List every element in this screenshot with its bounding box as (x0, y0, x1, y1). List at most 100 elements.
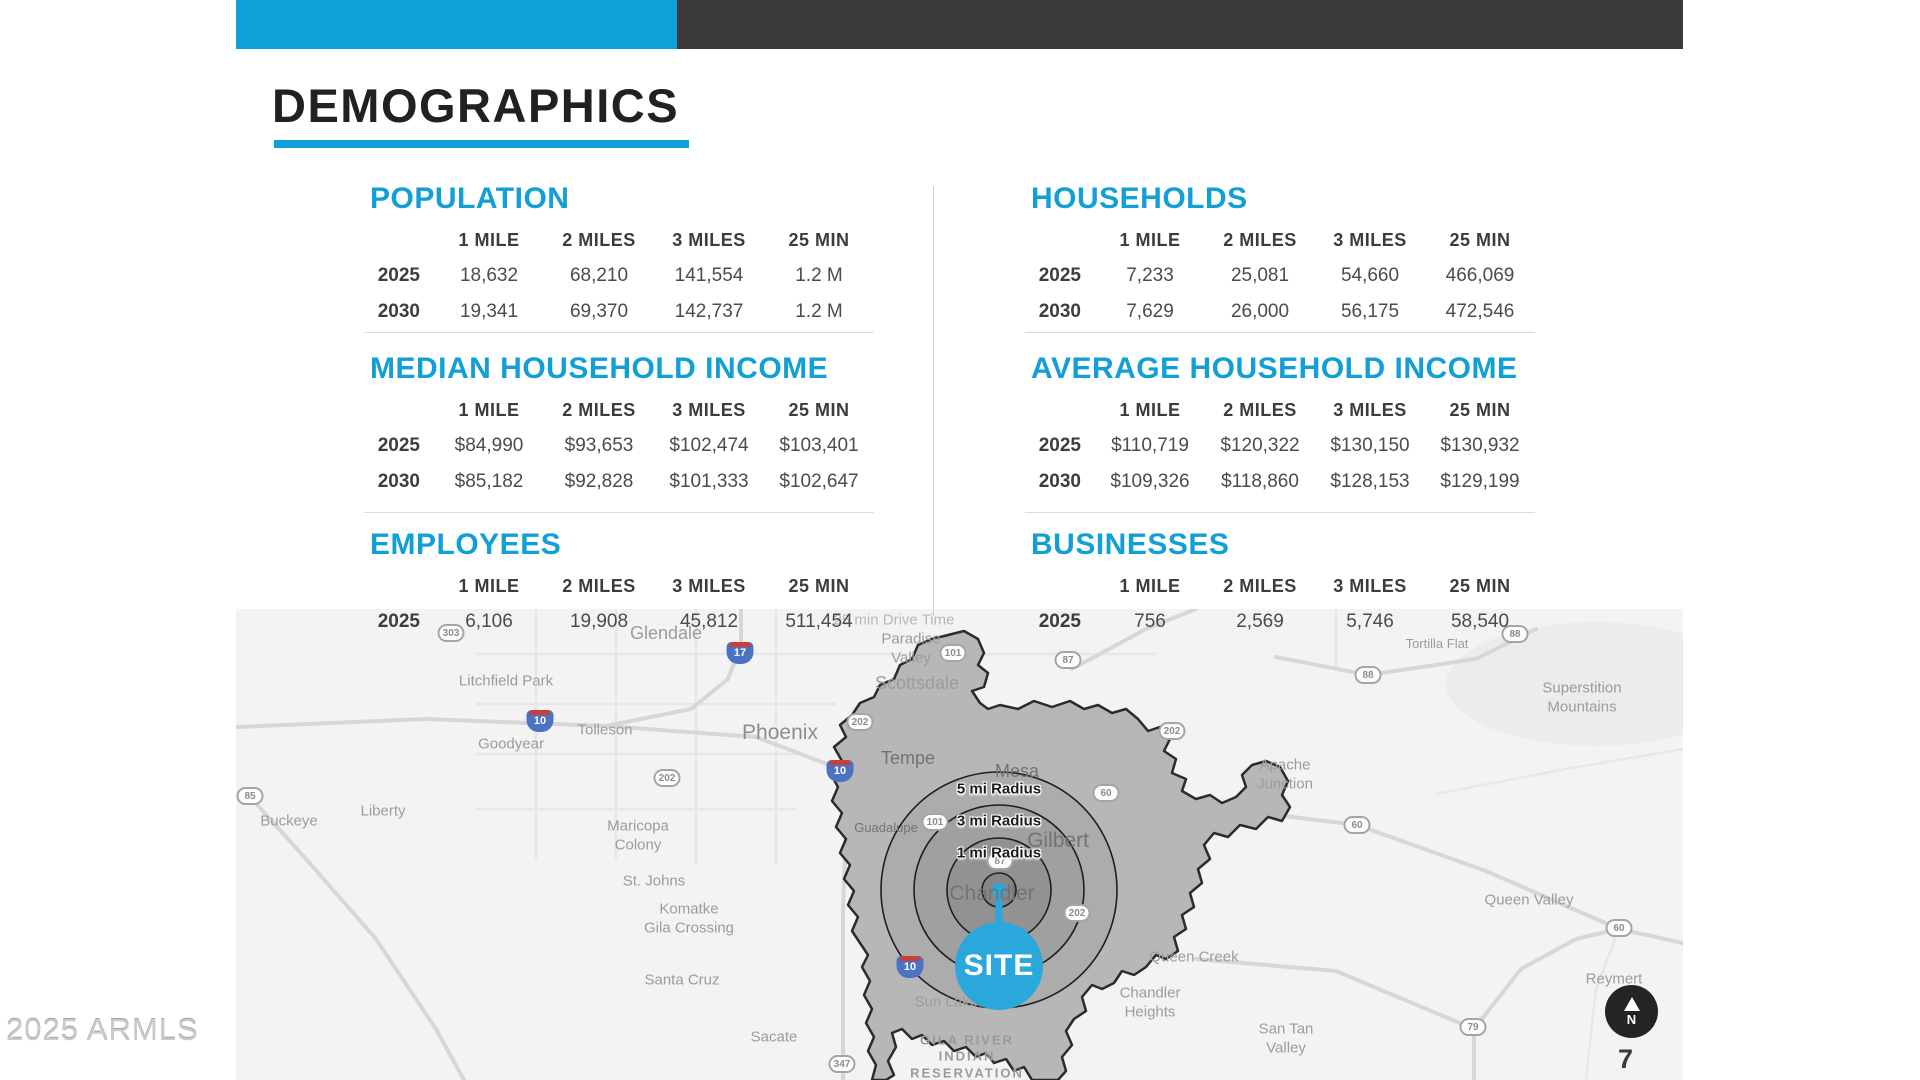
column-header-businesses-2: 3 MILES (1333, 576, 1407, 596)
table-population: POPULATION 1 MILE 2 MILES 3 MILES 25 MIN 2025… (364, 182, 888, 330)
compass-north-icon: N (1605, 985, 1658, 1038)
table-average-household-income: AVERAGE HOUSEHOLD INCOME 1 MILE 2 MILES 3 M… (1025, 352, 1549, 500)
row-label-average_household_income-2030: 2030 (1038, 471, 1081, 492)
route-shield-303: 303 (437, 624, 465, 642)
map-label-liberty: Liberty (360, 802, 406, 820)
rule-under-population (364, 332, 874, 333)
map-label-st-johns: St. Johns (622, 872, 686, 890)
route-shield-interstate-17: 17 (726, 642, 754, 664)
cell-population-2030-25 MIN: 1.2 M (795, 301, 843, 322)
cell-average_household_income-2030-2 MILES: $118,860 (1221, 471, 1299, 492)
cell-median_household_income-2030-2 MILES: $92,828 (564, 471, 634, 492)
route-shield-60: 60 (1605, 919, 1633, 937)
cell-average_household_income-2030-1 MILE: $109,326 (1110, 471, 1190, 492)
cell-employees-2025-1 MILE: 6,106 (465, 611, 513, 632)
row-label-businesses-2025: 2025 (1038, 611, 1081, 632)
mountains-shading (1446, 622, 1683, 746)
column-header-employees-0: 1 MILE (458, 576, 520, 596)
map-label-tempe: Tempe (880, 747, 936, 768)
cell-median_household_income-2025-3 MILES: $102,474 (669, 435, 749, 456)
map-label-tolleson: Tolleson (577, 721, 633, 739)
route-shield-60: 60 (1343, 816, 1371, 834)
minor-roads (476, 609, 1683, 1080)
column-header-employees-3: 25 MIN (788, 576, 850, 596)
rule-under-average-income (1025, 512, 1535, 513)
column-header-population-3: 25 MIN (788, 230, 850, 250)
compass-letter: N (1626, 1012, 1637, 1027)
interstate-shield-band (529, 710, 551, 715)
row-label-households-2025: 2025 (1038, 265, 1081, 286)
route-shield-number: 10 (833, 765, 847, 777)
cell-households-2030-25 MIN: 472,546 (1445, 301, 1515, 322)
map-label-litchfield-park: Litchfield Park (458, 672, 554, 690)
cell-median_household_income-2025-2 MILES: $93,653 (564, 435, 634, 456)
column-header-businesses-3: 25 MIN (1449, 576, 1511, 596)
table-corner-households (1025, 224, 1095, 258)
route-shield-number: 10 (903, 961, 917, 973)
table-grid-households: 1 MILE 2 MILES 3 MILES 25 MIN 2025 7,233 25,08… (1025, 224, 1549, 330)
topbar-dark-block (677, 0, 1683, 49)
table-grid-employees: 1 MILE 2 MILES 3 MILES 25 MIN 2025 6,106 19,90… (364, 570, 888, 640)
column-header-households-1: 2 MILES (1223, 230, 1297, 250)
table-corner-businesses (1025, 570, 1095, 604)
row-label-median_household_income-2025: 2025 (377, 435, 420, 456)
table-employees: EMPLOYEES 1 MILE 2 MILES 3 MILES 25 MIN 2025 6… (364, 528, 888, 640)
cell-population-2030-3 MILES: 142,737 (674, 301, 744, 322)
route-shield-347: 347 (828, 1055, 856, 1073)
column-header-population-2: 3 MILES (672, 230, 746, 250)
cell-businesses-2025-1 MILE: 756 (1134, 611, 1166, 632)
site-marker: SITE (955, 922, 1043, 1010)
table-title-employees: EMPLOYEES (370, 528, 562, 561)
cell-households-2030-3 MILES: 56,175 (1340, 301, 1400, 322)
cell-employees-2025-3 MILES: 45,812 (679, 611, 739, 632)
route-shield-87: 87 (986, 852, 1014, 870)
cell-households-2025-25 MIN: 466,069 (1445, 265, 1515, 286)
column-header-average_household_income-3: 25 MIN (1449, 400, 1511, 420)
table-title-average_household_income: AVERAGE HOUSEHOLD INCOME (1031, 352, 1518, 385)
column-header-population-0: 1 MILE (458, 230, 520, 250)
page-number: 7 (1618, 1044, 1634, 1074)
table-median-household-income: MEDIAN HOUSEHOLD INCOME 1 MILE 2 MILES 3 MI… (364, 352, 888, 500)
column-divider (933, 186, 934, 616)
table-businesses: BUSINESSES 1 MILE 2 MILES 3 MILES 25 MIN 2025… (1025, 528, 1549, 640)
demographics-map: 303 17 101 87 88 88 202 202 10 10 202 60 60 101 87 202 6… (236, 609, 1683, 1080)
map-label-glendale: Glendale (629, 622, 703, 643)
route-shield-88: 88 (1354, 666, 1382, 684)
column-header-employees-2: 3 MILES (672, 576, 746, 596)
cell-population-2030-1 MILE: 19,341 (459, 301, 519, 322)
row-label-median_household_income-2030: 2030 (377, 471, 420, 492)
table-grid-median_household_income: 1 MILE 2 MILES 3 MILES 25 MIN 2025 $84,990 $93… (364, 394, 888, 500)
route-shield-interstate-10: 10 (826, 760, 854, 782)
map-label-chandler-heights: Chandler Heights (1119, 984, 1181, 1020)
table-title-businesses: BUSINESSES (1031, 528, 1230, 561)
map-label-san-tan-valley: San Tan Valley (1258, 1020, 1314, 1056)
table-corner-median_household_income (364, 394, 434, 428)
interstate-shield-band (899, 956, 921, 961)
route-shield-88: 88 (1501, 625, 1529, 643)
route-shield-85: 85 (236, 787, 264, 805)
cell-median_household_income-2025-25 MIN: $103,401 (779, 435, 859, 456)
cell-population-2025-1 MILE: 18,632 (459, 265, 519, 286)
cell-average_household_income-2025-25 MIN: $130,932 (1440, 435, 1520, 456)
route-shield-202: 202 (1063, 904, 1091, 922)
route-shield-number: 10 (533, 715, 547, 727)
cell-households-2025-3 MILES: 54,660 (1340, 265, 1400, 286)
column-header-households-0: 1 MILE (1119, 230, 1181, 250)
cell-households-2030-2 MILES: 26,000 (1230, 301, 1290, 322)
map-label-phoenix: Phoenix (742, 720, 818, 744)
map-label-komatke-gila-crossing: Komatke Gila Crossing (643, 900, 735, 936)
cell-average_household_income-2025-1 MILE: $110,719 (1111, 435, 1189, 456)
column-header-median_household_income-3: 25 MIN (788, 400, 850, 420)
column-header-median_household_income-0: 1 MILE (458, 400, 520, 420)
column-header-employees-1: 2 MILES (562, 576, 636, 596)
radius-label-5-mi-radius: 5 mi Radius (956, 780, 1042, 798)
cell-businesses-2025-3 MILES: 5,746 (1346, 611, 1394, 632)
route-shield-202: 202 (653, 769, 681, 787)
route-shield-101: 101 (921, 813, 949, 831)
map-label-scottsdale: Scottsdale (874, 672, 960, 693)
table-grid-average_household_income: 1 MILE 2 MILES 3 MILES 25 MIN 2025 $110,719 $1… (1025, 394, 1549, 500)
cell-median_household_income-2030-3 MILES: $101,333 (669, 471, 749, 492)
table-grid-businesses: 1 MILE 2 MILES 3 MILES 25 MIN 2025 756 2,569 5,… (1025, 570, 1549, 640)
radius-label-3-mi-radius: 3 mi Radius (956, 812, 1042, 830)
cell-employees-2025-2 MILES: 19,908 (569, 611, 629, 632)
